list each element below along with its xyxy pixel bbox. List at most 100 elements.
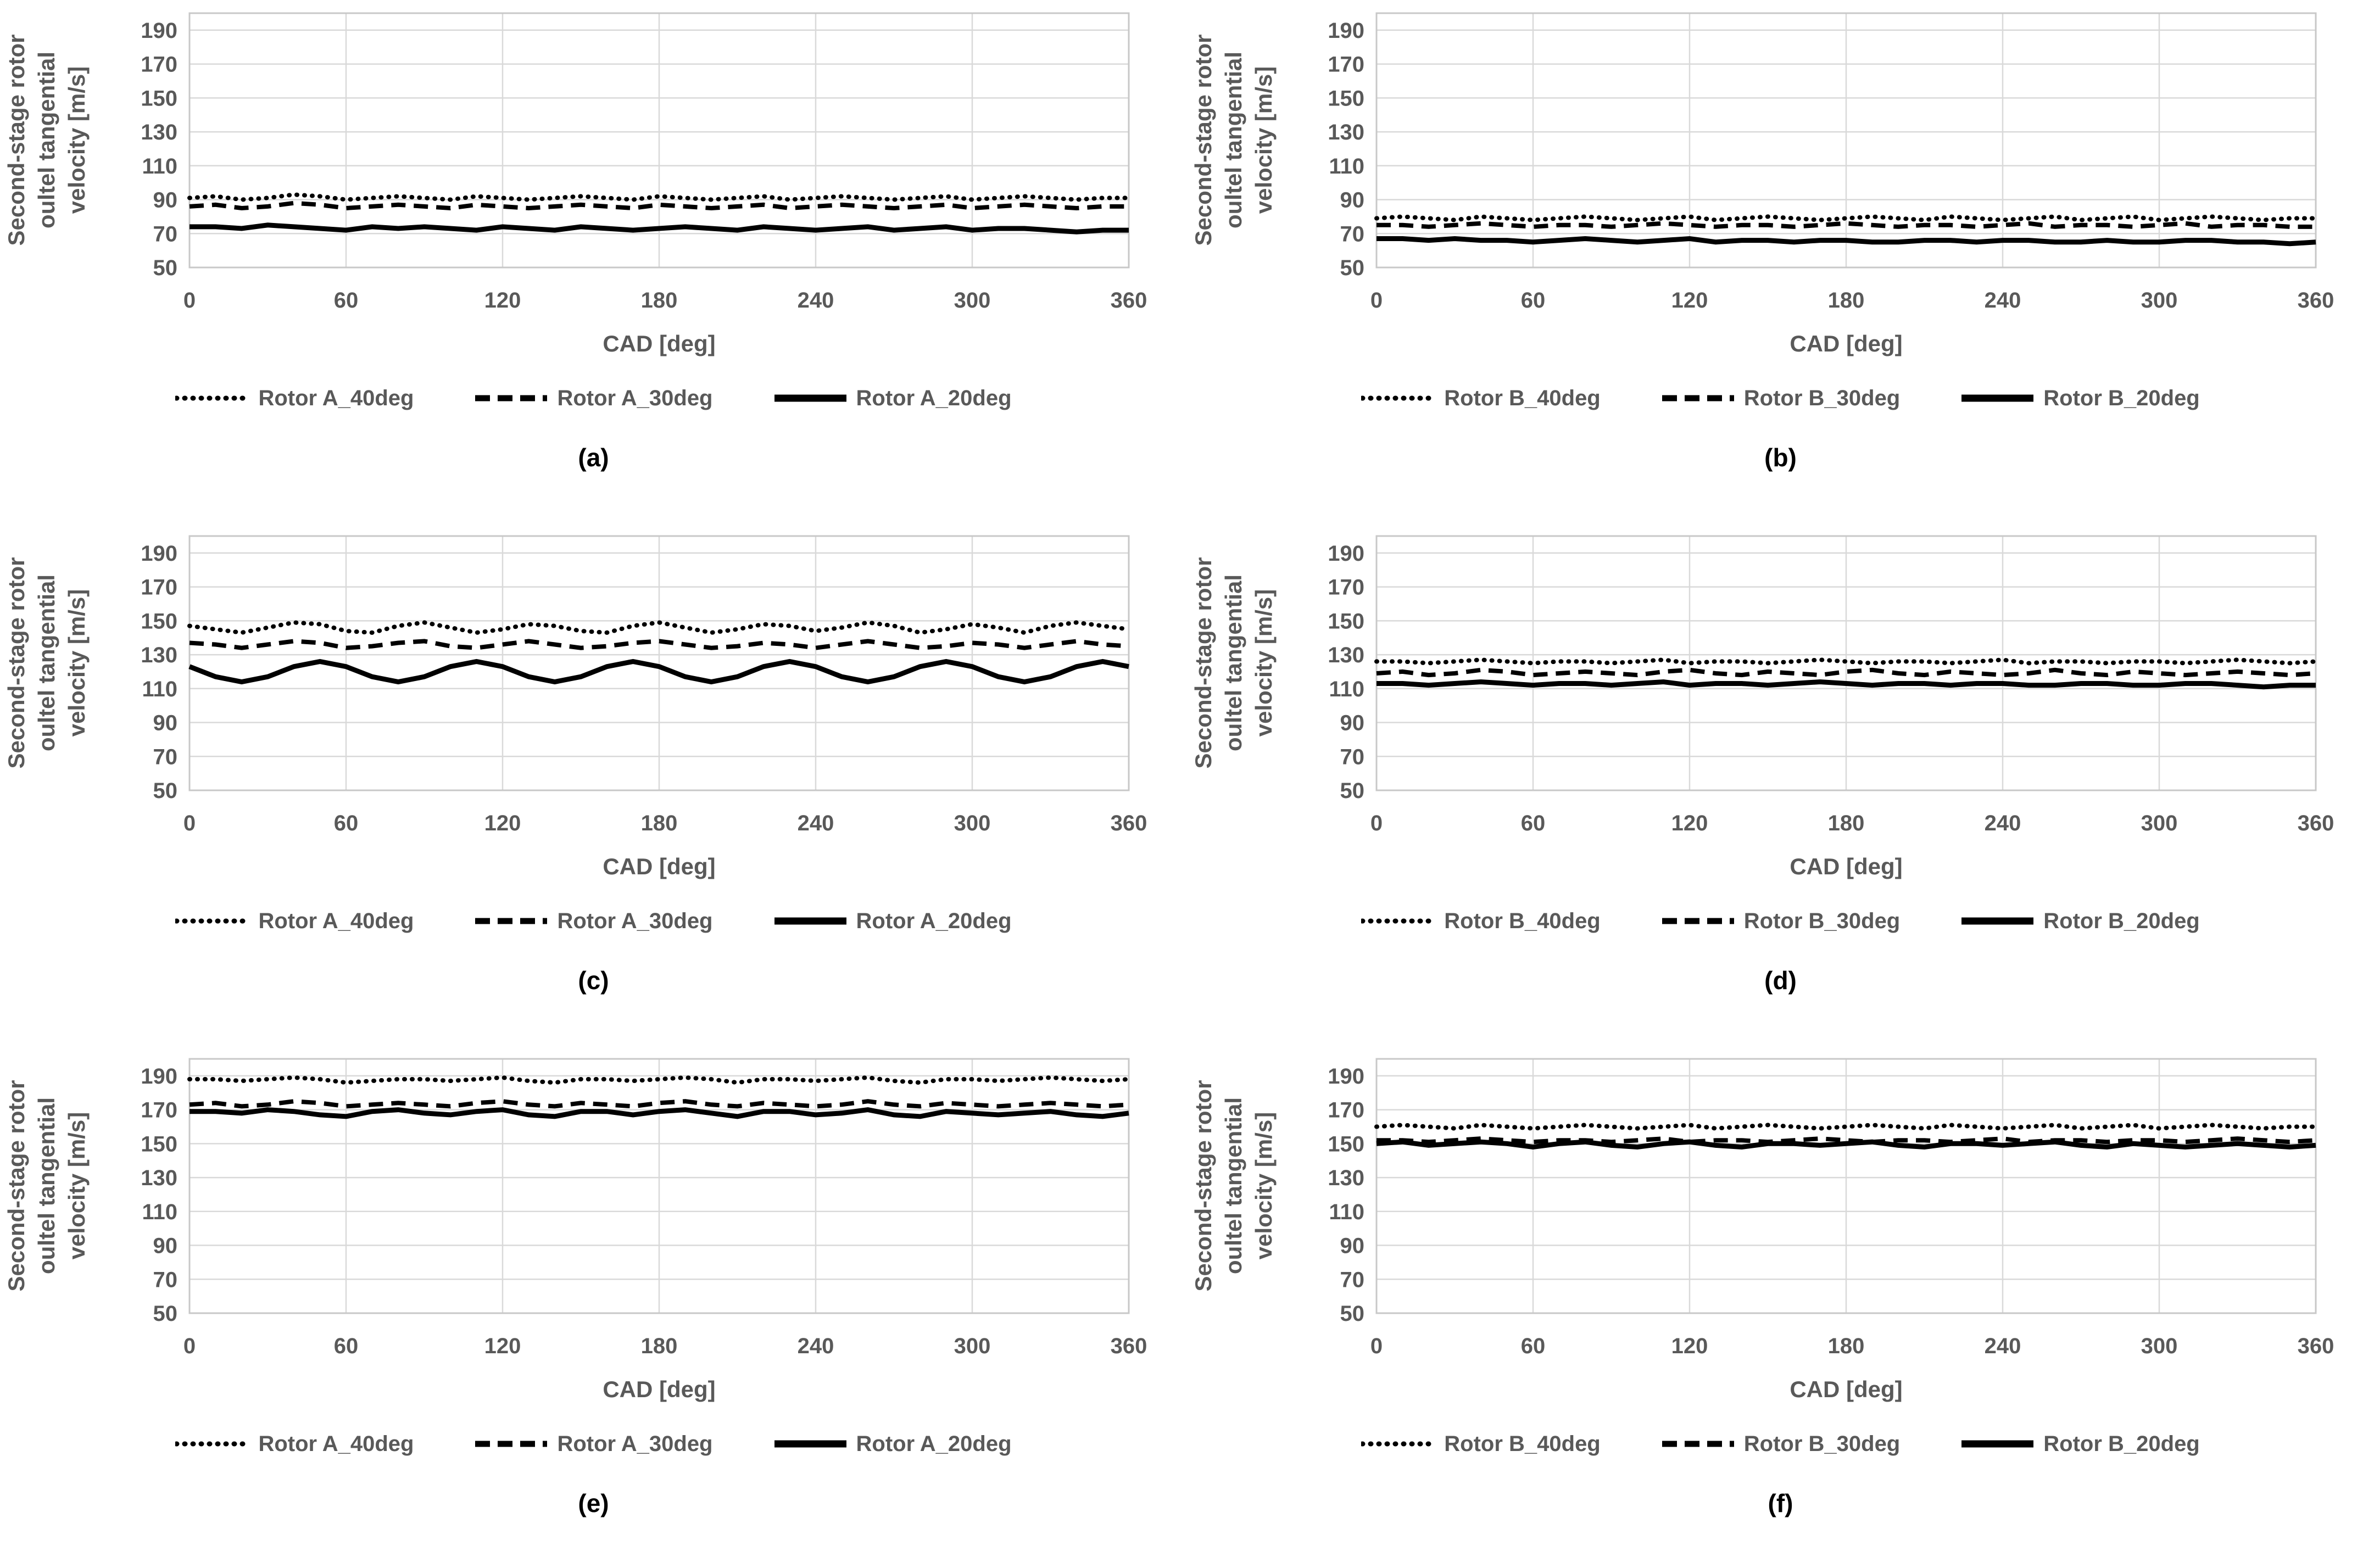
x-tick-label: 60 xyxy=(1521,811,1546,835)
chart-e: Second-stage rotor oultel tangential veloc… xyxy=(3,1058,1147,1402)
y-tick-label: 150 xyxy=(1328,1132,1364,1156)
y-axis-label-line: velocity [m/s] xyxy=(64,589,90,736)
y-tick-label: 150 xyxy=(1328,86,1364,110)
y-tick-label: 110 xyxy=(1329,154,1364,178)
x-tick-label: 60 xyxy=(1521,1334,1546,1358)
x-axis-label: CAD [deg] xyxy=(1790,1376,1902,1402)
x-tick-label: 180 xyxy=(1828,811,1865,835)
x-axis-label: CAD [deg] xyxy=(603,1376,715,1402)
legend-swatch-dotted-icon xyxy=(175,918,250,924)
x-tick-label: 240 xyxy=(1985,288,2021,313)
legend-swatch-dashed-icon xyxy=(475,918,548,924)
y-axis-label-line: velocity [m/s] xyxy=(64,1112,90,1259)
plot-border xyxy=(188,1058,1130,1314)
legend-label: Rotor B_40deg xyxy=(1444,908,1601,933)
series-line-dotted xyxy=(1374,1123,2318,1131)
series-line-solid xyxy=(1376,1139,2316,1150)
x-tick-label: 180 xyxy=(1828,1334,1865,1358)
legend-label: Rotor B_20deg xyxy=(2043,908,2200,933)
panel-c: Second-stage rotor oultel tangential veloc… xyxy=(0,523,1187,1046)
caption-c: (c) xyxy=(578,966,609,995)
y-tick-label: 110 xyxy=(142,154,177,178)
y-tick-label: 170 xyxy=(1328,53,1364,77)
legend-c: Rotor A_40deg Rotor A_30deg Rotor A_20deg xyxy=(0,902,1187,940)
legend-label: Rotor B_20deg xyxy=(2043,1431,2200,1456)
legend-label: Rotor A_30deg xyxy=(557,386,713,410)
x-tick-label: 300 xyxy=(954,288,991,313)
y-tick-label: 90 xyxy=(153,711,178,735)
y-tick-label: 130 xyxy=(141,120,177,144)
legend-item: Rotor B_30deg xyxy=(1661,1431,1901,1457)
x-tick-label: 0 xyxy=(1370,288,1383,313)
legend-swatch-dashed-icon xyxy=(475,395,548,401)
x-axis-label: CAD [deg] xyxy=(603,331,715,356)
x-tick-label: 120 xyxy=(1671,288,1708,313)
legend-swatch-dashed-icon xyxy=(1662,918,1734,924)
y-tick-label: 70 xyxy=(153,745,178,769)
y-tick-label: 90 xyxy=(1340,711,1365,735)
legend-swatch-solid-icon xyxy=(774,394,846,402)
series-line-dotted xyxy=(187,1075,1131,1085)
x-tick-label: 300 xyxy=(954,1334,991,1358)
y-tick-label: 190 xyxy=(141,1064,177,1089)
y-tick-label: 90 xyxy=(1340,188,1365,213)
x-tick-label: 0 xyxy=(1370,811,1383,835)
x-tick-label: 240 xyxy=(798,1334,834,1358)
x-tick-label: 0 xyxy=(183,811,196,835)
legend-item: Rotor A_30deg xyxy=(474,386,713,411)
legend-swatch-solid-icon xyxy=(1961,394,2034,402)
y-tick-label: 150 xyxy=(1328,609,1364,633)
caption-f: (f) xyxy=(1768,1489,1793,1517)
y-axis-label-line: velocity [m/s] xyxy=(1251,1112,1277,1259)
x-tick-label: 300 xyxy=(2141,811,2178,835)
legend-d: Rotor B_40deg Rotor B_30deg Rotor B_20deg xyxy=(1187,902,2374,940)
y-tick-label: 150 xyxy=(141,609,177,633)
legend-label: Rotor A_40deg xyxy=(258,1431,414,1456)
y-axis-label-line: oultel tangential xyxy=(1221,574,1246,751)
y-tick-label: 130 xyxy=(1328,1166,1364,1190)
y-tick-label: 90 xyxy=(153,188,178,213)
x-tick-label: 120 xyxy=(1671,811,1708,835)
y-tick-label: 190 xyxy=(141,19,177,43)
y-tick-label: 130 xyxy=(141,1166,177,1190)
y-axis-label-line: velocity [m/s] xyxy=(64,66,90,214)
panel-b: Second-stage rotor oultel tangential veloc… xyxy=(1187,0,2374,523)
series-line-dotted xyxy=(1374,657,2318,666)
legend-item: Rotor A_40deg xyxy=(175,909,414,934)
y-tick-label: 190 xyxy=(1328,542,1364,566)
y-tick-label: 110 xyxy=(142,1200,177,1224)
x-tick-label: 240 xyxy=(798,288,834,313)
caption-e: (e) xyxy=(578,1489,609,1517)
x-tick-label: 60 xyxy=(334,811,359,835)
legend-a: Rotor A_40deg Rotor A_30deg Rotor A_20deg xyxy=(0,379,1187,417)
y-tick-label: 70 xyxy=(1340,222,1365,246)
legend-item: Rotor B_40deg xyxy=(1361,1432,1601,1457)
x-axis-label: CAD [deg] xyxy=(1790,853,1902,879)
y-tick-label: 110 xyxy=(1329,1200,1364,1224)
series-line-solid xyxy=(188,659,1129,685)
legend-item: Rotor A_30deg xyxy=(474,909,713,934)
x-tick-label: 300 xyxy=(2141,1334,2178,1358)
plot-border xyxy=(188,535,1130,791)
y-tick-label: 190 xyxy=(1328,1064,1364,1089)
x-tick-label: 360 xyxy=(2298,288,2334,313)
series-line-solid xyxy=(1377,679,2316,690)
y-axis-label-line: oultel tangential xyxy=(34,574,59,751)
panel-a: Second-stage rotor oultel tangential veloc… xyxy=(0,0,1187,523)
legend-label: Rotor A_40deg xyxy=(258,386,414,410)
legend-b: Rotor B_40deg Rotor B_30deg Rotor B_20deg xyxy=(1187,379,2374,417)
y-axis-label-line: velocity [m/s] xyxy=(1251,66,1277,214)
series-line-solid xyxy=(1377,236,2316,247)
caption-b: (b) xyxy=(1764,443,1797,472)
legend-item: Rotor B_20deg xyxy=(1960,1432,2200,1457)
legend-e: Rotor A_40deg Rotor A_30deg Rotor A_20deg xyxy=(0,1425,1187,1463)
legend-label: Rotor A_20deg xyxy=(856,908,1012,933)
x-tick-label: 360 xyxy=(2298,811,2334,835)
legend-item: Rotor A_20deg xyxy=(773,386,1012,411)
y-tick-label: 50 xyxy=(153,1302,178,1326)
legend-swatch-solid-icon xyxy=(774,1440,846,1448)
legend-label: Rotor B_30deg xyxy=(1743,1431,1901,1456)
legend-label: Rotor B_30deg xyxy=(1743,908,1901,933)
x-tick-label: 360 xyxy=(1111,811,1147,835)
